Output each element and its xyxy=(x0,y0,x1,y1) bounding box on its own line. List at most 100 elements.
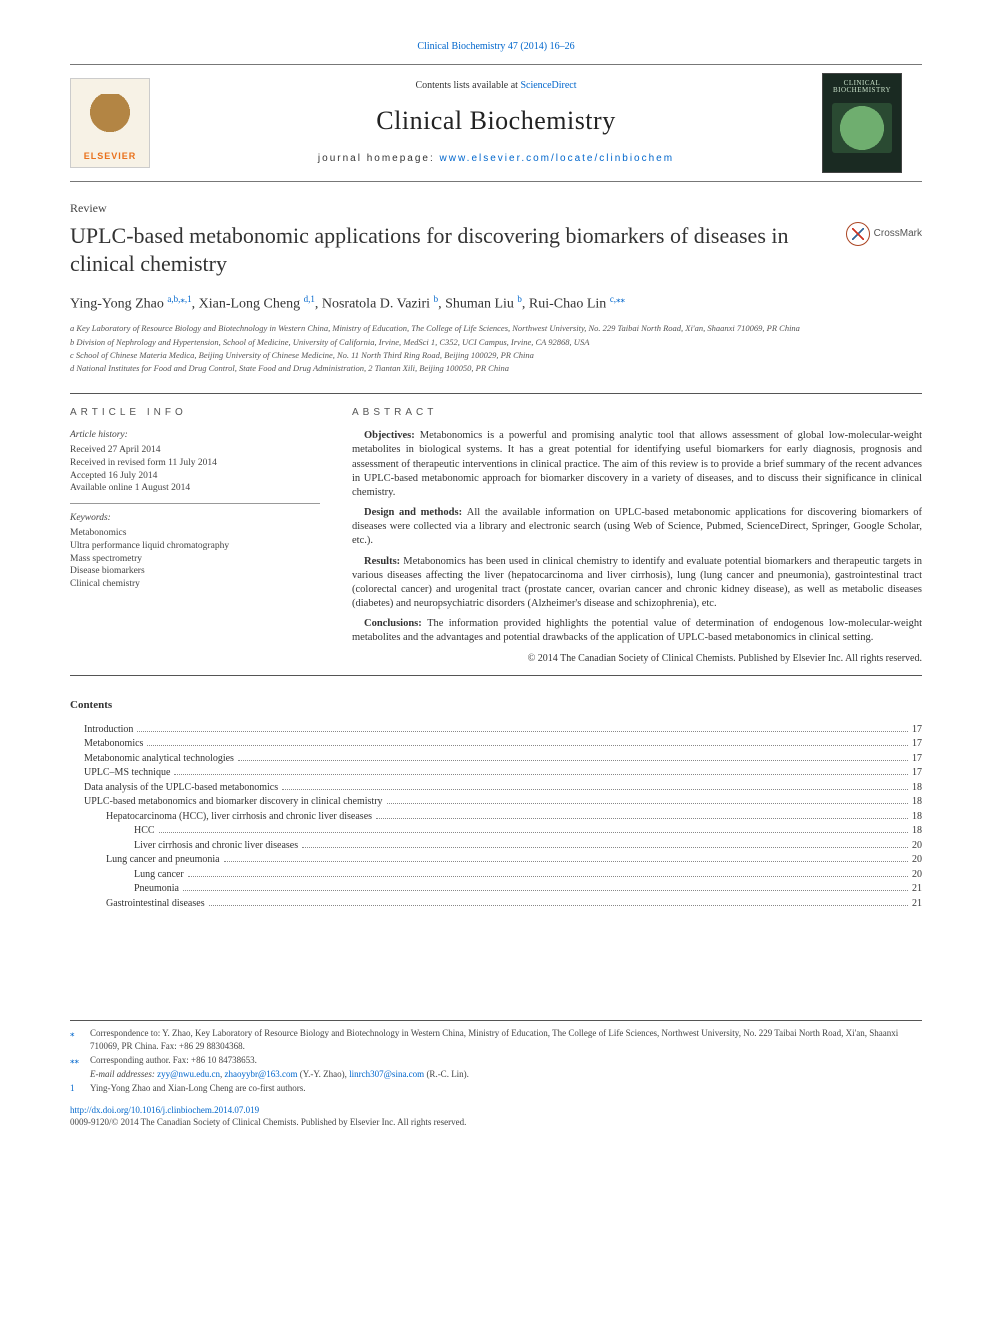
footnote-cofirst: 1 Ying-Yong Zhao and Xian-Long Cheng are… xyxy=(70,1082,922,1094)
keyword: Ultra performance liquid chromatography xyxy=(70,540,320,553)
email-link[interactable]: zyy@nwu.edu.cn xyxy=(157,1069,220,1079)
toc-entry[interactable]: Pneumonia21 xyxy=(70,882,922,896)
article-info-heading: article info xyxy=(70,406,320,420)
affiliations: a Key Laboratory of Resource Biology and… xyxy=(70,322,922,374)
footnote-mark: 1 xyxy=(70,1082,84,1094)
keyword: Clinical chemistry xyxy=(70,578,320,591)
toc-entry[interactable]: UPLC-based metabonomics and biomarker di… xyxy=(70,795,922,809)
keyword: Metabonomics xyxy=(70,527,320,540)
journal-cover-thumbnail: CLINICAL BIOCHEMISTRY xyxy=(822,73,902,173)
toc-page: 17 xyxy=(910,737,922,751)
toc-entry[interactable]: HCC 18 xyxy=(70,824,922,838)
article-info: article info Article history: Received 2… xyxy=(70,406,320,665)
toc-leader-dots xyxy=(147,745,908,746)
toc-entry[interactable]: Lung cancer20 xyxy=(70,868,922,882)
masthead-center: Contents lists available at ScienceDirec… xyxy=(182,79,810,165)
toc-entry[interactable]: Liver cirrhosis and chronic liver diseas… xyxy=(70,839,922,853)
toc-label: Metabonomics xyxy=(84,737,145,751)
history-title: Article history: xyxy=(70,429,320,442)
affil-c: c School of Chinese Materia Medica, Beij… xyxy=(70,349,922,361)
journal-name: Clinical Biochemistry xyxy=(182,103,810,138)
toc-leader-dots xyxy=(174,774,908,775)
toc-leader-dots xyxy=(302,847,908,848)
footnote-text: E-mail addresses: zyy@nwu.edu.cn, zhaoyy… xyxy=(90,1068,469,1080)
toc-entry[interactable]: Introduction17 xyxy=(70,723,922,737)
conclusions-label: Conclusions: xyxy=(364,618,427,629)
toc-page: 20 xyxy=(910,853,922,867)
journal-homepage: journal homepage: www.elsevier.com/locat… xyxy=(182,152,810,166)
homepage-label: journal homepage: xyxy=(318,153,440,164)
authors-line: Ying-Yong Zhao a,b,⁎,1, Xian-Long Cheng … xyxy=(70,293,922,315)
contents-available: Contents lists available at ScienceDirec… xyxy=(182,79,810,93)
toc-page: 17 xyxy=(910,766,922,780)
toc-leader-dots xyxy=(159,832,908,833)
toc-entry[interactable]: Metabonomics 17 xyxy=(70,737,922,751)
citation-link[interactable]: Clinical Biochemistry 47 (2014) 16–26 xyxy=(417,41,574,52)
toc-entry[interactable]: Lung cancer and pneumonia 20 xyxy=(70,853,922,867)
toc-leader-dots xyxy=(137,731,908,732)
toc-label: Lung cancer and pneumonia xyxy=(106,853,222,867)
author-3: Nosratola D. Vaziri xyxy=(322,297,434,312)
affil-a: a Key Laboratory of Resource Biology and… xyxy=(70,322,922,334)
author-1-affil: a,b,⁎,1 xyxy=(167,294,191,304)
toc-page: 17 xyxy=(910,723,922,737)
author-5-affil: c,⁎⁎ xyxy=(610,294,625,304)
toc-page: 18 xyxy=(910,824,922,838)
footnote-mark: ⁎⁎ xyxy=(70,1054,84,1066)
footnotes: ⁎ Correspondence to: Y. Zhao, Key Labora… xyxy=(70,1020,922,1128)
doi-line: http://dx.doi.org/10.1016/j.clinbiochem.… xyxy=(70,1104,922,1116)
toc-label: HCC xyxy=(134,824,157,838)
toc-entry[interactable]: Data analysis of the UPLC-based metabono… xyxy=(70,781,922,795)
issn-copyright: 0009-9120/© 2014 The Canadian Society of… xyxy=(70,1116,922,1128)
history-online: Available online 1 August 2014 xyxy=(70,482,320,495)
toc-leader-dots xyxy=(387,803,908,804)
running-head: Clinical Biochemistry 47 (2014) 16–26 xyxy=(70,40,922,54)
email-link[interactable]: zhaoyybr@163.com xyxy=(224,1069,297,1079)
toc-entry[interactable]: Metabonomic analytical technologies17 xyxy=(70,752,922,766)
history-accepted: Accepted 16 July 2014 xyxy=(70,470,320,483)
crossmark-widget[interactable]: CrossMark xyxy=(822,222,922,246)
toc-label: Hepatocarcinoma (HCC), liver cirrhosis a… xyxy=(106,810,374,824)
masthead: ELSEVIER Contents lists available at Sci… xyxy=(70,64,922,182)
toc-leader-dots xyxy=(209,905,908,906)
sciencedirect-link[interactable]: ScienceDirect xyxy=(520,80,576,91)
toc-leader-dots xyxy=(376,818,908,819)
elsevier-logo: ELSEVIER xyxy=(70,78,150,168)
author-1: Ying-Yong Zhao xyxy=(70,297,167,312)
objectives-text: Metabonomics is a powerful and promising… xyxy=(352,430,922,498)
contents-prefix: Contents lists available at xyxy=(415,80,520,91)
article-type: Review xyxy=(70,200,922,216)
abstract: abstract Objectives: Metabonomics is a p… xyxy=(352,406,922,665)
toc-entry[interactable]: UPLC–MS technique17 xyxy=(70,766,922,780)
footnote-text: Ying-Yong Zhao and Xian-Long Cheng are c… xyxy=(90,1082,306,1094)
title-row: UPLC-based metabonomic applications for … xyxy=(70,222,922,279)
elsevier-tree-icon xyxy=(87,94,133,146)
affil-d: d National Institutes for Food and Drug … xyxy=(70,362,922,374)
history-received: Received 27 April 2014 xyxy=(70,444,320,457)
design-label: Design and methods: xyxy=(364,507,467,518)
elsevier-wordmark: ELSEVIER xyxy=(84,150,137,162)
toc-page: 18 xyxy=(910,781,922,795)
author-5: Rui-Chao Lin xyxy=(529,297,610,312)
author-2-affil: d,1 xyxy=(304,294,315,304)
footnote-text: Correspondence to: Y. Zhao, Key Laborato… xyxy=(90,1027,922,1051)
toc-leader-dots xyxy=(238,760,908,761)
doi-link[interactable]: http://dx.doi.org/10.1016/j.clinbiochem.… xyxy=(70,1105,259,1115)
conclusions-text: The information provided highlights the … xyxy=(352,618,922,643)
toc-label: UPLC-based metabonomics and biomarker di… xyxy=(84,795,385,809)
results-label: Results: xyxy=(364,556,403,567)
abstract-heading: abstract xyxy=(352,406,922,420)
email-link[interactable]: linrch307@sina.com xyxy=(349,1069,424,1079)
abstract-copyright: © 2014 The Canadian Society of Clinical … xyxy=(352,652,922,666)
toc-page: 20 xyxy=(910,839,922,853)
abstract-results: Results: Metabonomics has been used in c… xyxy=(352,555,922,612)
toc-page: 18 xyxy=(910,810,922,824)
homepage-link[interactable]: www.elsevier.com/locate/clinbiochem xyxy=(440,153,675,164)
article-history: Article history: Received 27 April 2014 … xyxy=(70,429,320,504)
abstract-conclusions: Conclusions: The information provided hi… xyxy=(352,617,922,645)
toc-entry[interactable]: Gastrointestinal diseases21 xyxy=(70,897,922,911)
page-root: Clinical Biochemistry 47 (2014) 16–26 EL… xyxy=(0,0,992,1158)
keyword: Disease biomarkers xyxy=(70,565,320,578)
toc-entry[interactable]: Hepatocarcinoma (HCC), liver cirrhosis a… xyxy=(70,810,922,824)
footnote-text: Corresponding author. Fax: +86 10 847386… xyxy=(90,1054,257,1066)
